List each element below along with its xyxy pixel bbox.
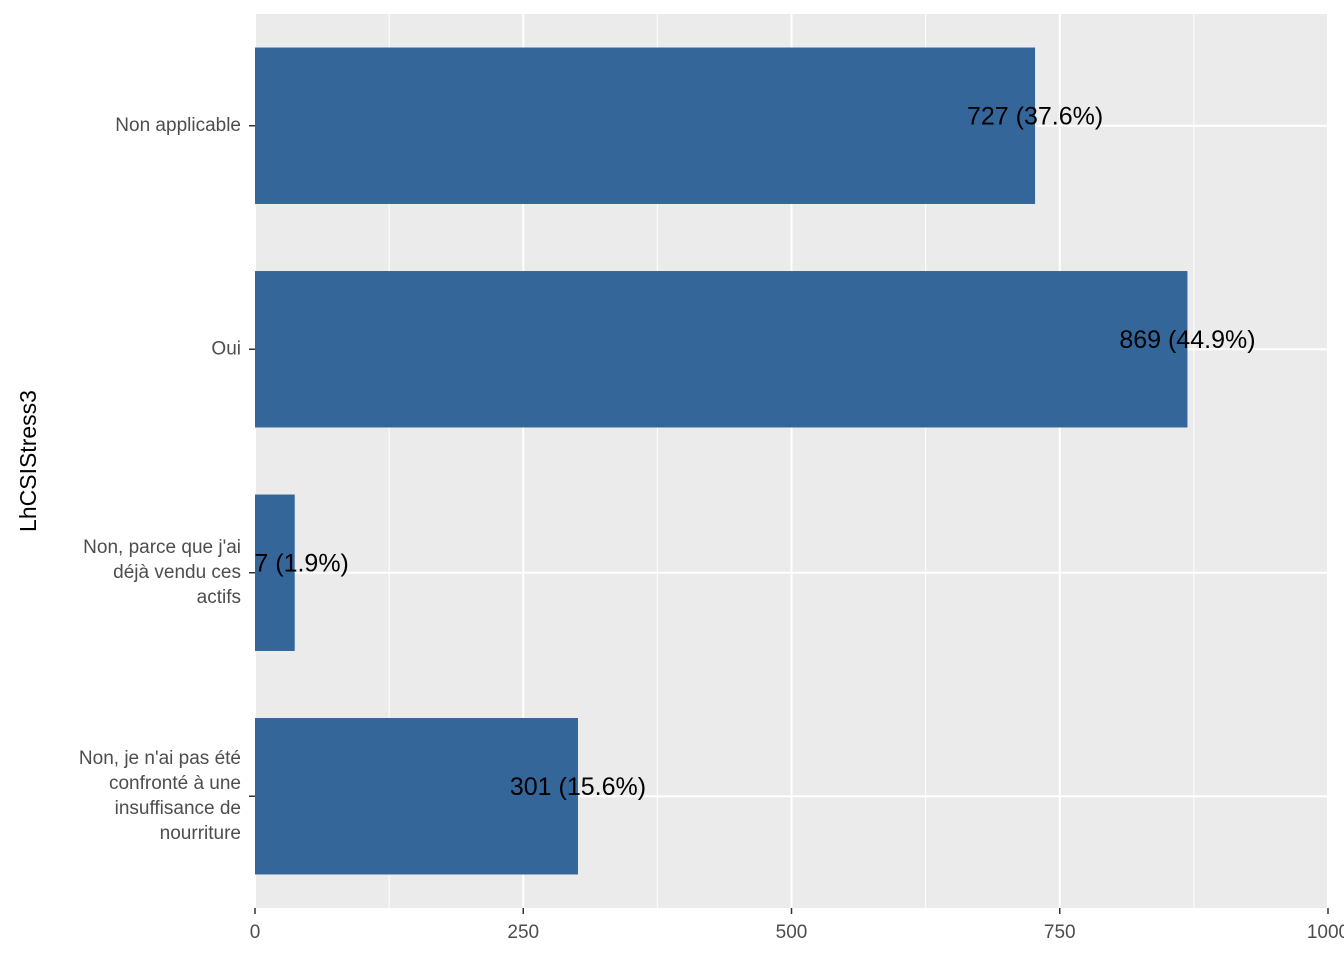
x-tick-label: 250 (507, 922, 539, 943)
x-tick-label: 1000 (1307, 922, 1344, 943)
x-tick-label: 750 (1044, 922, 1076, 943)
bar (255, 718, 578, 875)
value-label: 869 (44.9%) (1119, 326, 1255, 354)
value-label: 301 (15.6%) (510, 773, 646, 801)
y-tick-label: Non applicable (115, 115, 241, 136)
bar (255, 494, 295, 651)
value-label: 727 (37.6%) (967, 102, 1103, 130)
axes: 0 250 500 750 1000 Non applicable Oui Non, parc… (79, 115, 1344, 943)
bars: 727 (37.6%) 869 (44.9%) 37 (1.9%) 301 (15.6… (241, 47, 1256, 875)
x-tick-label: 0 (250, 922, 261, 943)
value-label: 37 (1.9%) (241, 549, 349, 577)
y-tick-label: Oui (211, 338, 241, 359)
y-axis-title: LhCSIStress3 (15, 390, 41, 532)
bar (255, 271, 1188, 428)
y-tick-label: Non, je n'ai pas été confronté à une insuf… (79, 748, 241, 844)
y-tick-label: Non, parce que j'ai déjà vendu ces actifs (83, 537, 241, 608)
bar (255, 47, 1036, 204)
x-tick-label: 500 (776, 922, 808, 943)
